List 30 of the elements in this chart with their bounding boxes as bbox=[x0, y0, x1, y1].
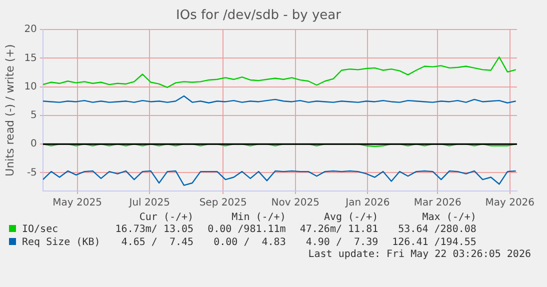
text: 4.90 / 7.39 bbox=[304, 236, 378, 249]
x-tick-label: Jan 2026 bbox=[344, 198, 390, 209]
text: 0.00 / 4.83 bbox=[212, 236, 286, 249]
text: 53.64 /280.08 bbox=[397, 223, 476, 236]
y-tick-label: 15 bbox=[24, 52, 37, 64]
text: 47.26m/ 11.81 bbox=[298, 223, 378, 236]
y-axis-title: Units read (-) / write (+) bbox=[3, 44, 16, 176]
x-tick-label: Nov 2025 bbox=[271, 198, 320, 209]
text: 16.73m/ 13.05 bbox=[114, 223, 194, 236]
text: 126.41 /194.55 bbox=[391, 236, 476, 249]
text: Min (-/+) bbox=[230, 212, 286, 223]
x-tick-label: Sep 2025 bbox=[199, 198, 247, 209]
y-tick-label: 0 bbox=[30, 138, 37, 150]
x-tick-label: Mar 2026 bbox=[414, 198, 462, 209]
text: Cur (-/+) bbox=[138, 212, 194, 223]
legend-label: IO/sec bbox=[21, 223, 60, 236]
y-tick-label: 5 bbox=[30, 110, 37, 122]
y-tick-label: 20 bbox=[24, 24, 37, 36]
legend-label: Req Size (KB) bbox=[21, 236, 102, 249]
y-tick-label: 10 bbox=[24, 81, 37, 92]
text: Last update: Fri May 22 03:26:05 2026 bbox=[307, 249, 532, 260]
text: 4.65 / 7.45 bbox=[120, 236, 194, 249]
x-tick-label: May 2025 bbox=[52, 198, 102, 209]
text: 0.00 /981.11m bbox=[206, 223, 286, 236]
x-tick-label: May 2026 bbox=[485, 198, 535, 209]
text: Max (-/+) bbox=[421, 212, 476, 223]
x-tick-label: Jul 2025 bbox=[128, 198, 170, 209]
y-tick-label: -5 bbox=[26, 167, 37, 178]
text: Avg (-/+) bbox=[322, 212, 378, 223]
chart-title: IOs for /dev/sdb - by year bbox=[176, 8, 342, 24]
